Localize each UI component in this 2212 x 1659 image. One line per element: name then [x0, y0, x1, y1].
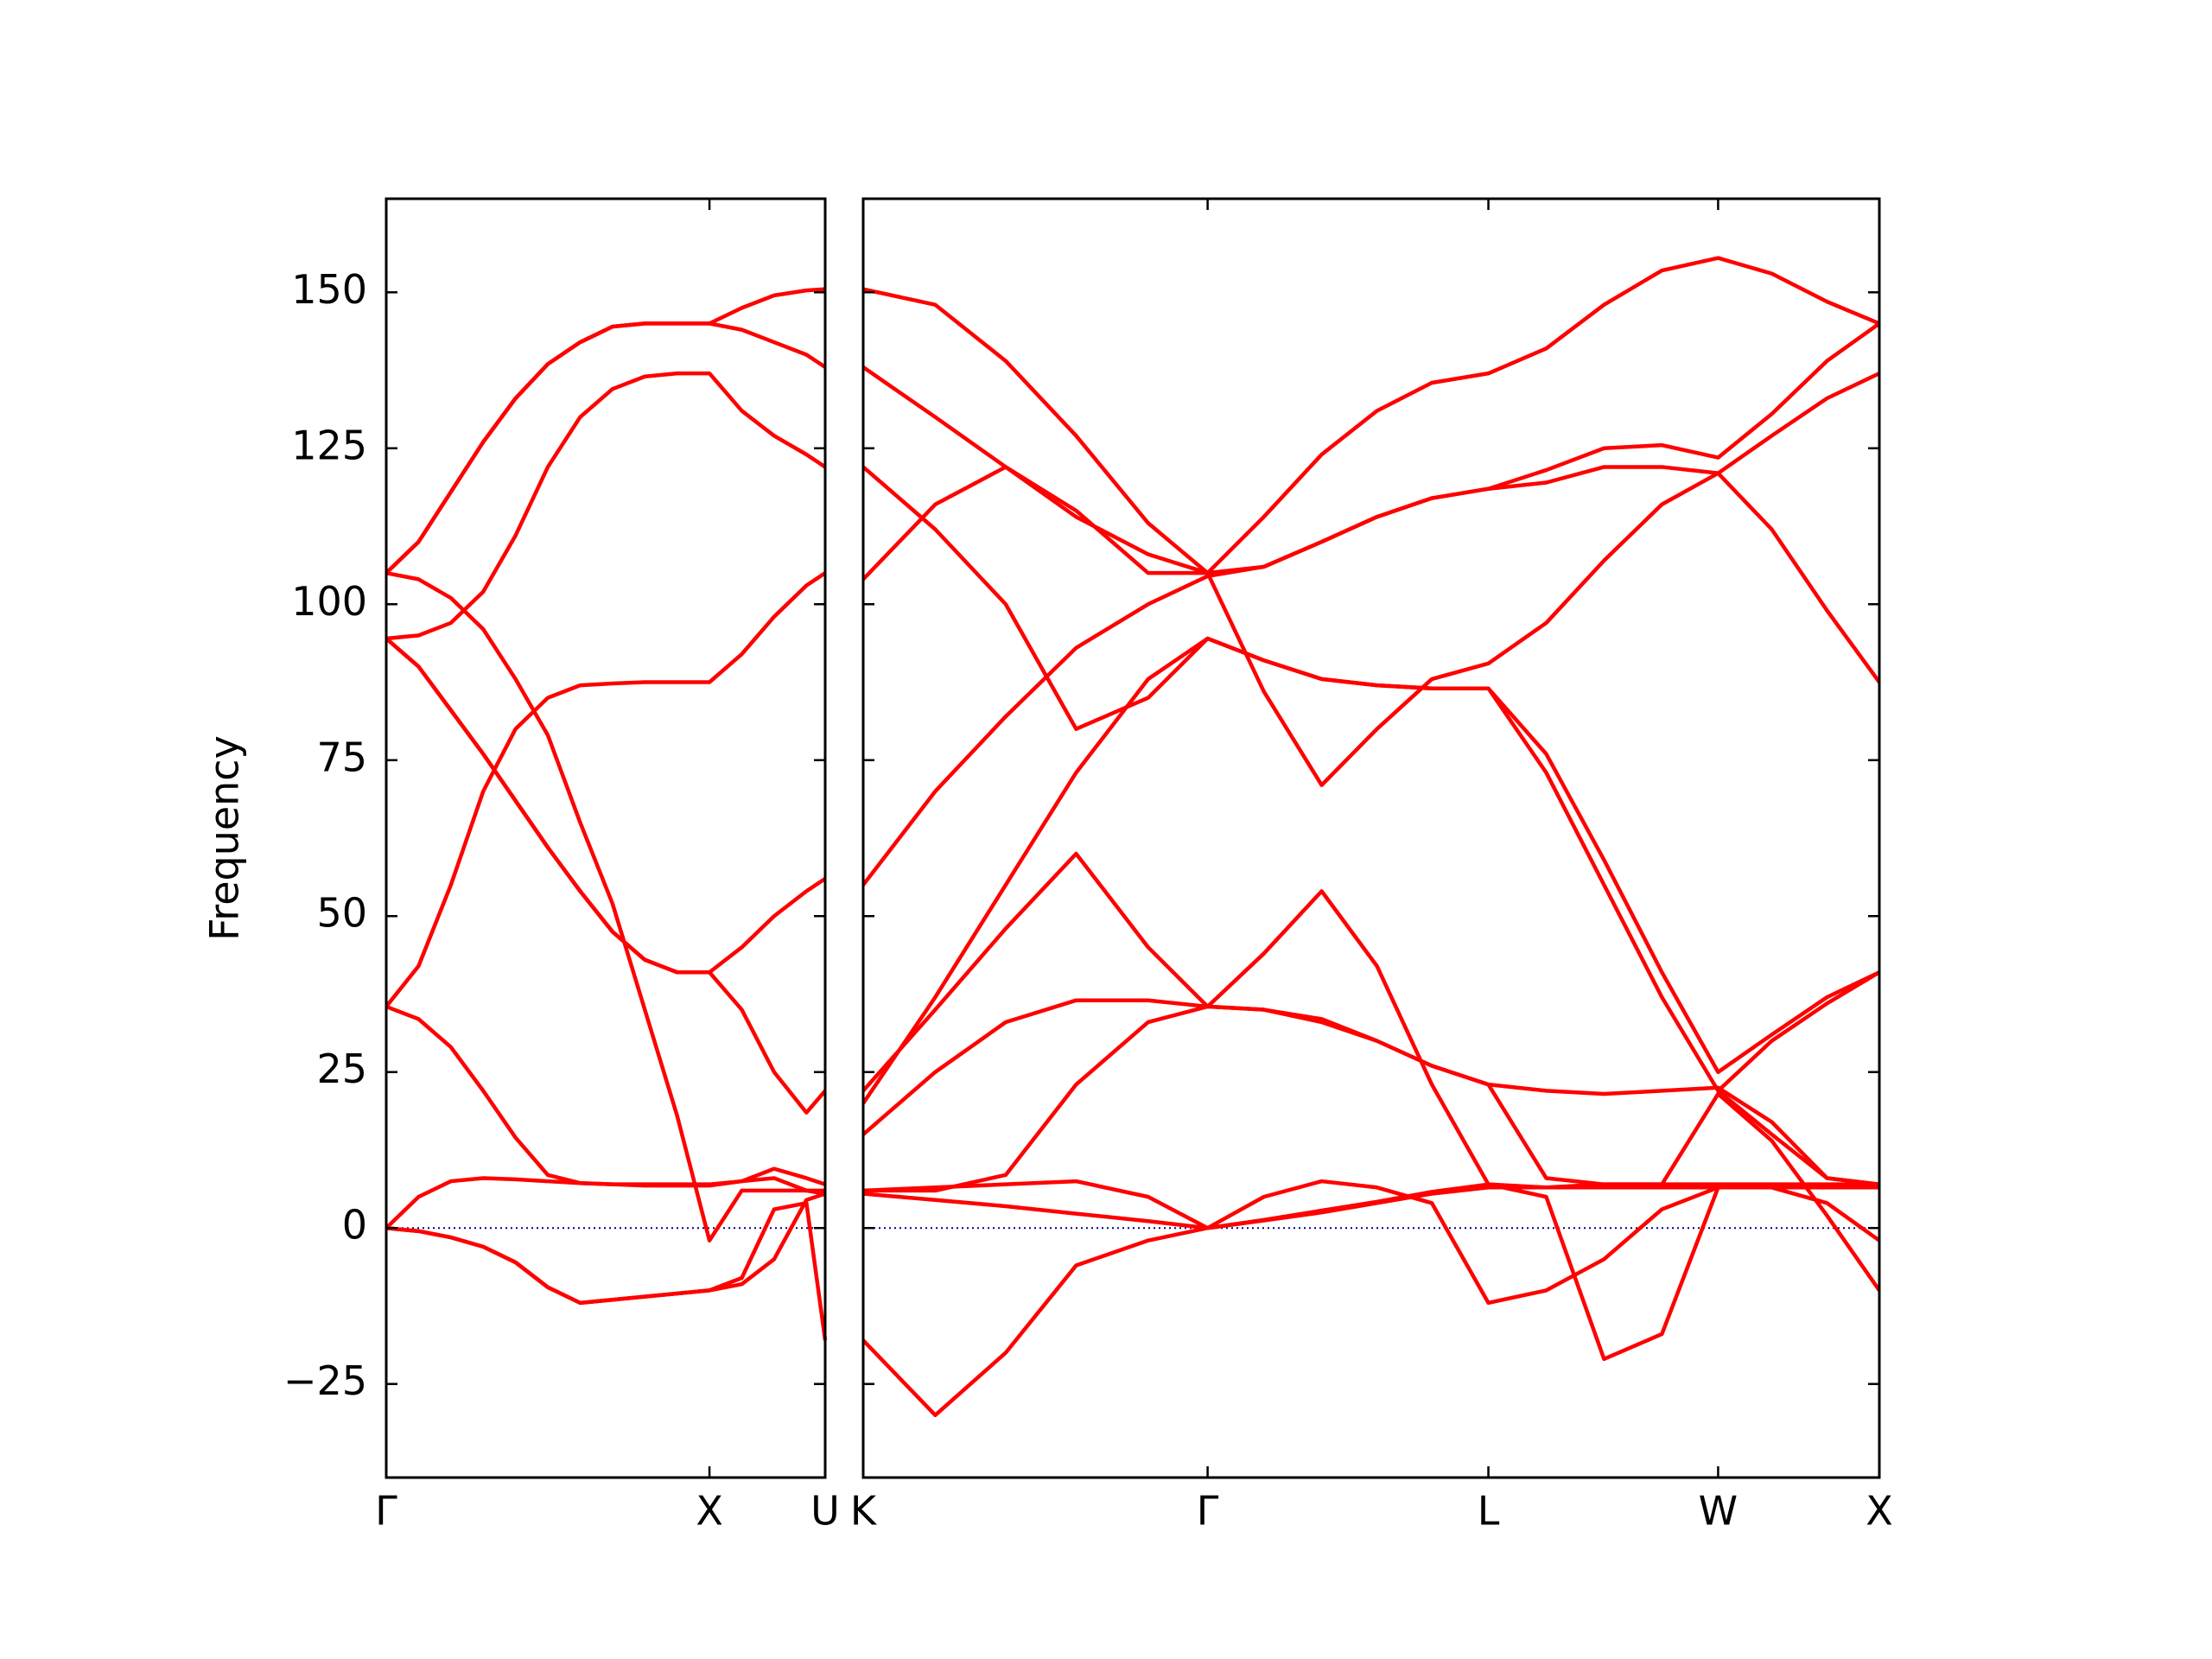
band-line — [385, 571, 827, 1008]
y-tick-label: −25 — [283, 1357, 367, 1404]
y-tick-label: 0 — [342, 1202, 367, 1249]
band-line — [862, 256, 1880, 575]
band-line — [861, 372, 1880, 787]
x-tick-label: K — [850, 1488, 878, 1535]
band-line — [385, 637, 827, 1115]
plot-frame — [861, 197, 1881, 1479]
band-line — [385, 1176, 826, 1230]
band-line — [385, 1201, 828, 1341]
y-tick-label: 150 — [291, 266, 367, 313]
y-tick-label: 125 — [291, 422, 367, 468]
x-tick-label: X — [696, 1488, 723, 1535]
y-axis-label: Frequency — [201, 735, 248, 941]
y-tick-label: 25 — [316, 1046, 367, 1092]
x-tick-label: Γ — [1197, 1488, 1219, 1535]
band-line — [1716, 970, 1881, 1093]
band-line — [861, 636, 1880, 1186]
y-tick-label: 50 — [316, 890, 367, 937]
y-tick-label: 100 — [291, 578, 367, 625]
x-tick-label: W — [1699, 1488, 1738, 1535]
plot-frame — [385, 197, 827, 1479]
x-tick-label: X — [1866, 1488, 1893, 1535]
x-tick-label: U — [810, 1488, 840, 1535]
band-line — [861, 1091, 1881, 1418]
y-tick-label: 75 — [316, 734, 367, 780]
band-line — [385, 570, 825, 1243]
band-line — [385, 321, 827, 575]
band-line — [863, 1004, 1879, 1193]
x-tick-label: Γ — [375, 1488, 397, 1535]
band-line — [385, 371, 827, 641]
x-tick-label: L — [1478, 1488, 1500, 1535]
band-line — [861, 465, 1881, 887]
